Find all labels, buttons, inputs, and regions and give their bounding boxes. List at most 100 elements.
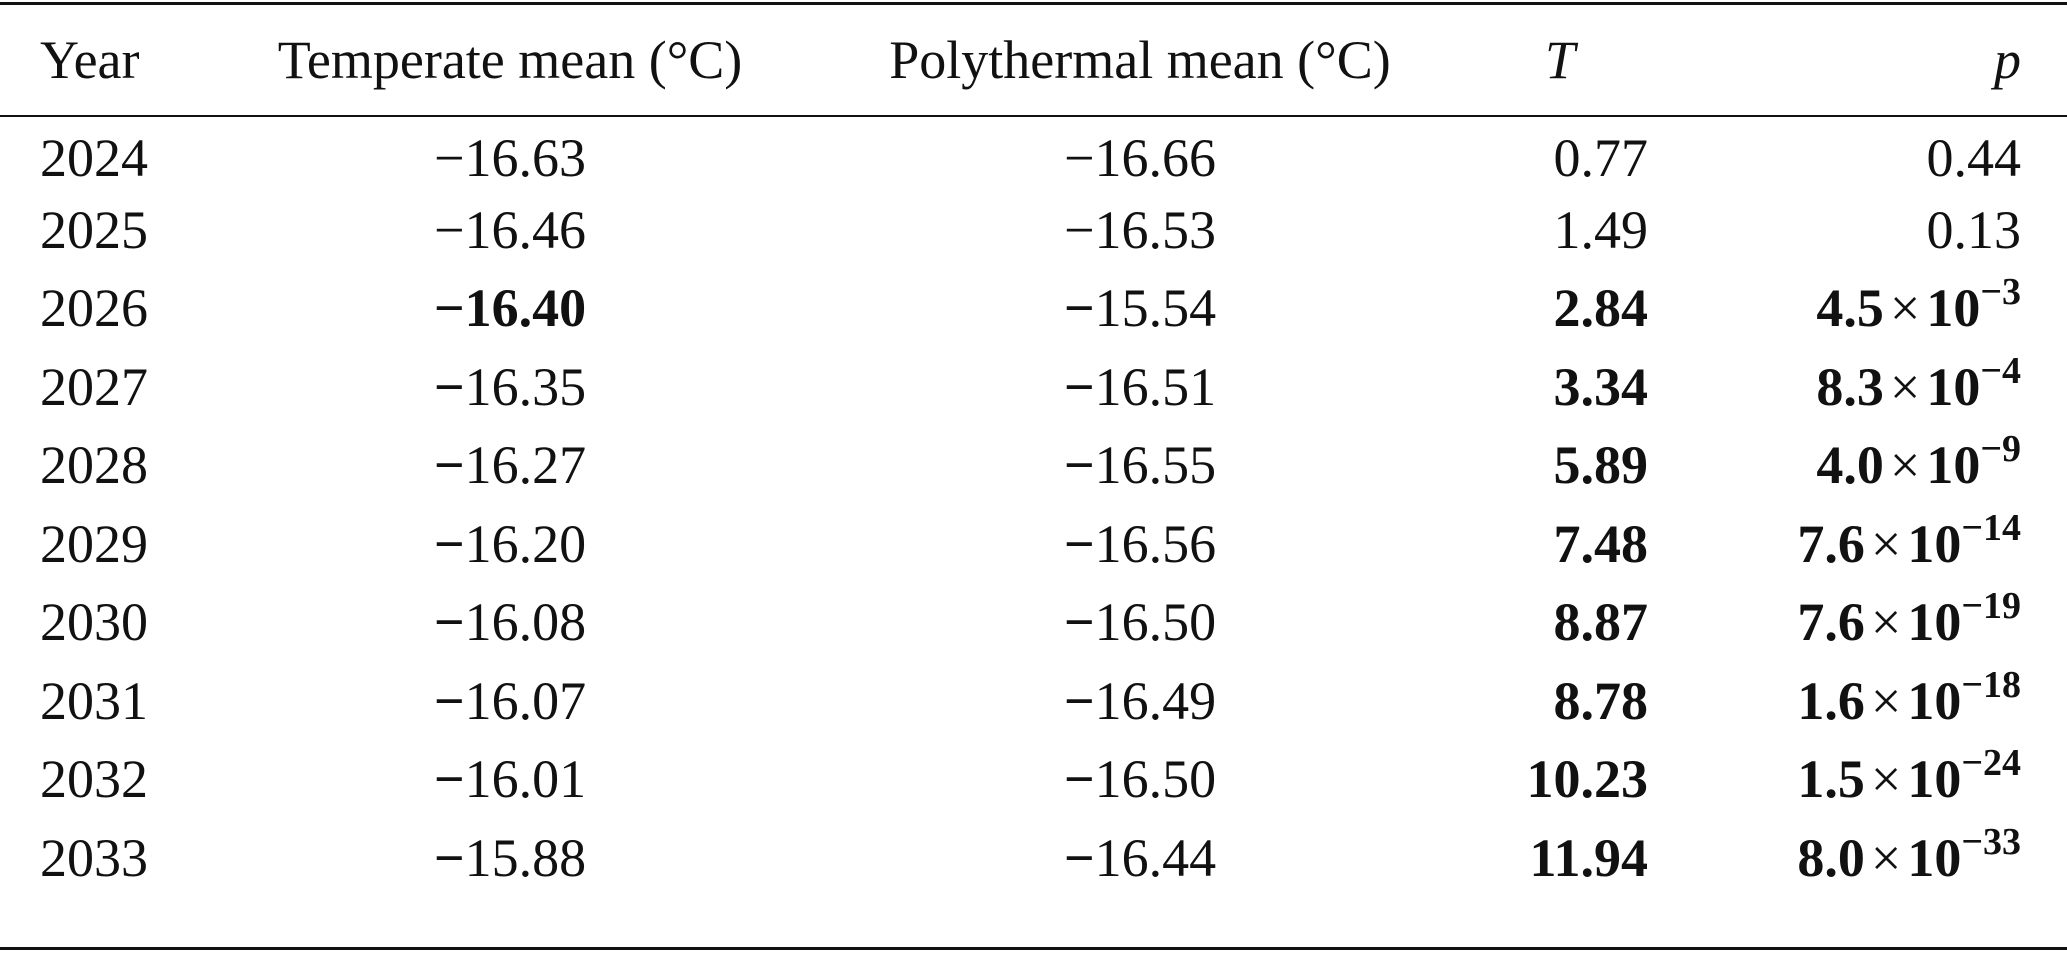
p-value-cell: 0.13 bbox=[1660, 191, 2067, 270]
polythermal-value: 16.49 bbox=[1094, 670, 1217, 731]
minus-sign: − bbox=[433, 827, 465, 888]
temperate-mean-cell: −16.40 bbox=[200, 269, 820, 348]
minus-sign: − bbox=[1064, 199, 1095, 260]
temperate-mean-cell: −16.46 bbox=[200, 191, 820, 270]
temperate-value: 16.07 bbox=[464, 670, 587, 731]
t-statistic-cell: 8.87 bbox=[1553, 592, 1649, 653]
polythermal-mean-cell: −16.66 bbox=[820, 112, 1460, 191]
t-statistic-cell: 8.78 bbox=[1553, 670, 1649, 731]
polythermal-mean-cell: −16.51 bbox=[820, 348, 1460, 427]
t-statistic-cell: 0.77 bbox=[1553, 128, 1649, 189]
temperate-mean-cell: −16.27 bbox=[200, 426, 820, 505]
year-cell: 2026 bbox=[40, 278, 148, 339]
p-mantissa: 4.5 bbox=[1816, 278, 1884, 339]
minus-sign: − bbox=[1063, 592, 1095, 653]
polythermal-mean-cell: −16.53 bbox=[820, 191, 1460, 270]
p-value: 0.44 bbox=[1926, 128, 2022, 189]
polythermal-value: 16.56 bbox=[1094, 513, 1217, 574]
year-cell: 2024 bbox=[40, 128, 148, 189]
top-rule bbox=[0, 2, 2067, 5]
polythermal-mean-cell: −16.56 bbox=[820, 505, 1460, 584]
p-base: 10 bbox=[1926, 435, 1981, 496]
times-symbol: × bbox=[1889, 356, 1921, 417]
t-statistic-cell: 10.23 bbox=[1526, 749, 1649, 810]
polythermal-mean-cell: −16.50 bbox=[820, 740, 1460, 819]
polythermal-value: 16.50 bbox=[1094, 749, 1217, 810]
minus-sign: − bbox=[1063, 670, 1095, 731]
temperate-mean-cell: −16.63 bbox=[200, 112, 820, 191]
polythermal-value: 16.50 bbox=[1094, 592, 1217, 653]
polythermal-mean-cell: −16.50 bbox=[820, 583, 1460, 662]
temperate-mean-cell: −16.07 bbox=[200, 662, 820, 741]
temperate-value: 16.35 bbox=[464, 356, 587, 417]
times-symbol: × bbox=[1870, 592, 1902, 653]
minus-sign: − bbox=[433, 749, 465, 810]
year-cell: 2032 bbox=[40, 749, 148, 810]
header-t-statistic: T bbox=[1544, 30, 1576, 90]
polythermal-value: 16.44 bbox=[1094, 827, 1217, 888]
p-value-cell: 8.3 × 10−4 bbox=[1660, 348, 2067, 427]
p-exponent: −24 bbox=[1961, 742, 2021, 785]
year-cell: 2025 bbox=[40, 199, 148, 260]
table-row: 2031 −16.07 −16.49 8.78 1.6 × 10−18 bbox=[0, 662, 2067, 741]
temperate-value: 16.01 bbox=[464, 749, 587, 810]
table-row: 2024 −16.63 −16.66 0.77 0.44 bbox=[0, 112, 2067, 191]
polythermal-value: 16.55 bbox=[1094, 435, 1217, 496]
year-cell: 2028 bbox=[40, 435, 148, 496]
polythermal-mean-cell: −16.49 bbox=[820, 662, 1460, 741]
p-exponent: −33 bbox=[1961, 820, 2021, 863]
times-symbol: × bbox=[1870, 513, 1902, 574]
year-cell: 2027 bbox=[40, 356, 148, 417]
header-temperate-mean: Temperate mean (°C) bbox=[277, 30, 743, 90]
minus-sign: − bbox=[1063, 278, 1095, 339]
minus-sign: − bbox=[434, 199, 465, 260]
table-row: 2033 −15.88 −16.44 11.94 8.0 × 10−33 bbox=[0, 819, 2067, 898]
table-row: 2030 −16.08 −16.50 8.87 7.6 × 10−19 bbox=[0, 583, 2067, 662]
table-row: 2029 −16.20 −16.56 7.48 7.6 × 10−14 bbox=[0, 505, 2067, 584]
header-row: Year Temperate mean (°C) Polythermal mea… bbox=[0, 8, 2067, 112]
temperate-value: 16.46 bbox=[464, 199, 586, 260]
p-base: 10 bbox=[1926, 356, 1981, 417]
p-mantissa: 7.6 bbox=[1797, 513, 1865, 574]
p-exponent: −18 bbox=[1961, 663, 2021, 706]
p-mantissa: 4.0 bbox=[1816, 435, 1884, 496]
table-row: 2026 −16.40 −15.54 2.84 4.5 × 10−3 bbox=[0, 269, 2067, 348]
temperate-value: 16.08 bbox=[464, 592, 587, 653]
p-mantissa: 1.6 bbox=[1797, 670, 1865, 731]
minus-sign: − bbox=[1063, 513, 1095, 574]
minus-sign: − bbox=[433, 513, 465, 574]
minus-sign: − bbox=[433, 435, 465, 496]
p-value-cell: 1.5 × 10−24 bbox=[1660, 740, 2067, 819]
polythermal-mean-cell: −16.55 bbox=[820, 426, 1460, 505]
t-statistic-cell: 2.84 bbox=[1553, 278, 1649, 339]
minus-sign: − bbox=[434, 128, 465, 189]
p-base: 10 bbox=[1907, 670, 1962, 731]
t-statistic-cell: 5.89 bbox=[1553, 435, 1649, 496]
minus-sign: − bbox=[433, 670, 465, 731]
header-polythermal-mean: Polythermal mean (°C) bbox=[889, 30, 1391, 90]
p-exponent: −4 bbox=[1980, 349, 2021, 392]
t-statistic-cell: 7.48 bbox=[1553, 513, 1649, 574]
table-body: 2024 −16.63 −16.66 0.77 0.44 2025 −16.46 −16.53… bbox=[0, 112, 2067, 897]
times-symbol: × bbox=[1870, 670, 1902, 731]
polythermal-mean-cell: −15.54 bbox=[820, 269, 1460, 348]
minus-sign: − bbox=[1063, 749, 1095, 810]
p-value-cell: 4.5 × 10−3 bbox=[1660, 269, 2067, 348]
polythermal-value: 15.54 bbox=[1094, 278, 1217, 339]
header-p-value: p bbox=[1994, 30, 2021, 90]
temperate-value: 16.63 bbox=[464, 128, 586, 189]
p-exponent: −9 bbox=[1980, 428, 2021, 471]
p-value-cell: 4.0 × 10−9 bbox=[1660, 426, 2067, 505]
polythermal-mean-cell: −16.44 bbox=[820, 819, 1460, 898]
table-row: 2028 −16.27 −16.55 5.89 4.0 × 10−9 bbox=[0, 426, 2067, 505]
minus-sign: − bbox=[1063, 356, 1095, 417]
p-mantissa: 8.0 bbox=[1797, 827, 1865, 888]
p-value-cell: 7.6 × 10−14 bbox=[1660, 505, 2067, 584]
p-value: 0.13 bbox=[1926, 199, 2022, 260]
p-value-cell: 7.6 × 10−19 bbox=[1660, 583, 2067, 662]
table-row: 2025 −16.46 −16.53 1.49 0.13 bbox=[0, 191, 2067, 270]
t-statistic-cell: 11.94 bbox=[1529, 827, 1648, 888]
polythermal-value: 16.51 bbox=[1094, 356, 1217, 417]
minus-sign: − bbox=[433, 356, 465, 417]
temperate-mean-cell: −16.01 bbox=[200, 740, 820, 819]
